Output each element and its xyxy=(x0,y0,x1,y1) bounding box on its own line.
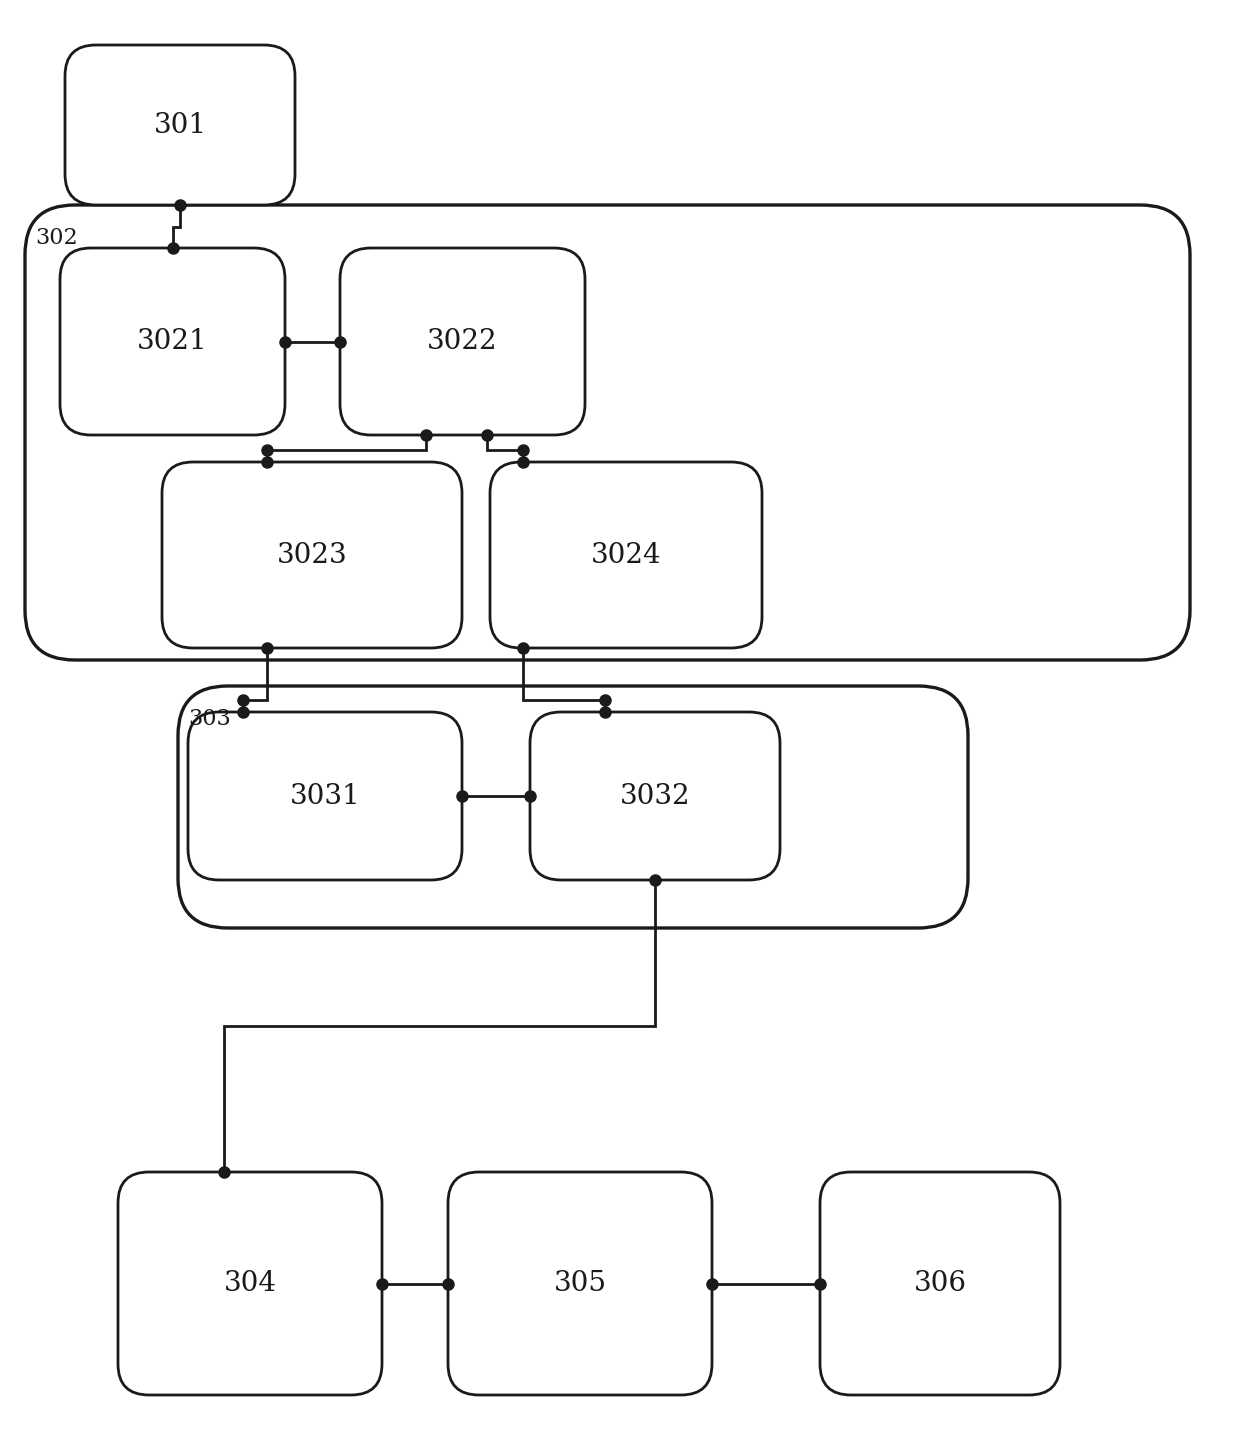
FancyBboxPatch shape xyxy=(448,1172,712,1394)
Text: 3024: 3024 xyxy=(590,542,661,569)
FancyBboxPatch shape xyxy=(64,44,295,205)
Text: 3023: 3023 xyxy=(277,542,347,569)
Text: 302: 302 xyxy=(35,226,78,249)
Text: 3032: 3032 xyxy=(620,782,691,810)
Text: 303: 303 xyxy=(188,708,231,729)
FancyBboxPatch shape xyxy=(60,248,285,436)
Text: 3031: 3031 xyxy=(290,782,361,810)
FancyBboxPatch shape xyxy=(118,1172,382,1394)
Text: 304: 304 xyxy=(223,1270,277,1297)
FancyBboxPatch shape xyxy=(490,461,763,648)
Text: 305: 305 xyxy=(553,1270,606,1297)
FancyBboxPatch shape xyxy=(529,712,780,880)
FancyBboxPatch shape xyxy=(820,1172,1060,1394)
FancyBboxPatch shape xyxy=(179,686,968,929)
Text: 3021: 3021 xyxy=(138,328,208,355)
FancyBboxPatch shape xyxy=(25,205,1190,661)
Text: 3022: 3022 xyxy=(428,328,497,355)
FancyBboxPatch shape xyxy=(162,461,463,648)
Text: 301: 301 xyxy=(154,112,207,139)
FancyBboxPatch shape xyxy=(340,248,585,436)
FancyBboxPatch shape xyxy=(188,712,463,880)
Text: 306: 306 xyxy=(914,1270,966,1297)
